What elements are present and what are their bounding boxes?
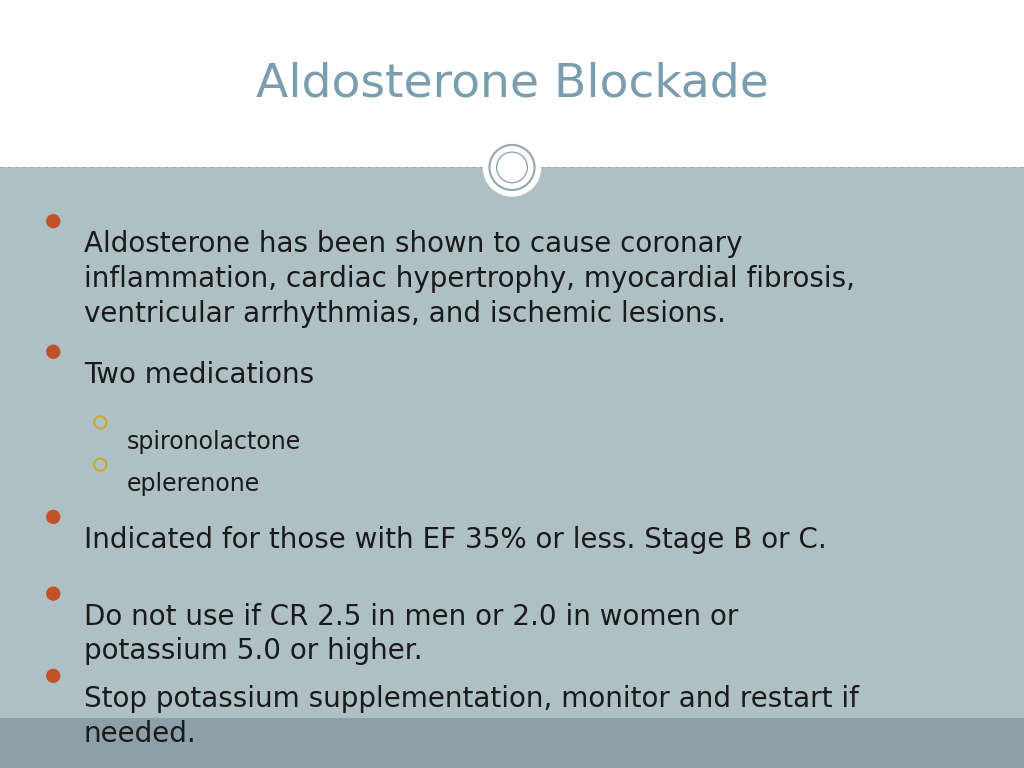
Text: Indicated for those with EF 35% or less. Stage B or C.: Indicated for those with EF 35% or less.…: [84, 526, 826, 554]
Bar: [0, 718, 1024, 768]
Text: Stop potassium supplementation, monitor and restart if
needed.: Stop potassium supplementation, monitor …: [84, 685, 859, 748]
Text: eplerenone: eplerenone: [127, 472, 260, 496]
Text: Aldosterone has been shown to cause coronary
inflammation, cardiac hypertrophy, : Aldosterone has been shown to cause coro…: [84, 230, 855, 328]
Text: Two medications: Two medications: [84, 361, 314, 389]
Text: Do not use if CR 2.5 in men or 2.0 in women or
potassium 5.0 or higher.: Do not use if CR 2.5 in men or 2.0 in wo…: [84, 603, 738, 666]
Bar: [0, 167, 1024, 718]
Ellipse shape: [46, 214, 60, 228]
Ellipse shape: [46, 669, 60, 683]
Ellipse shape: [482, 138, 542, 197]
Text: spironolactone: spironolactone: [127, 430, 301, 454]
Text: Aldosterone Blockade: Aldosterone Blockade: [256, 61, 768, 106]
Ellipse shape: [46, 587, 60, 601]
Ellipse shape: [46, 345, 60, 359]
Ellipse shape: [46, 510, 60, 524]
